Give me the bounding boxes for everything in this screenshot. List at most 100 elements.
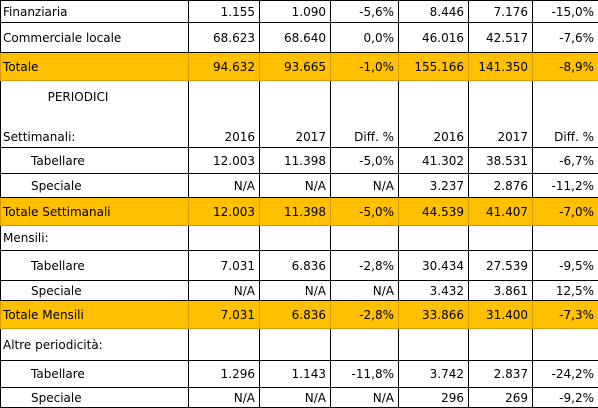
- cell: 3.742: [399, 361, 469, 388]
- row-label: Finanziaria: [1, 1, 189, 23]
- cell: 93.665: [260, 53, 331, 81]
- cell: -2,8%: [331, 251, 399, 281]
- cell: 12.003: [189, 148, 260, 174]
- cell: [260, 329, 331, 361]
- cell: [399, 329, 469, 361]
- cell: N/A: [189, 388, 260, 408]
- cell: -11,2%: [533, 174, 598, 198]
- row-label: Totale: [1, 53, 189, 81]
- cell: 2017: [469, 81, 533, 148]
- table-row: Mensili:: [1, 226, 598, 251]
- cell: 3.432: [399, 281, 469, 301]
- cell: N/A: [189, 174, 260, 198]
- cell: 12,5%: [533, 281, 598, 301]
- cell: -15,0%: [533, 1, 598, 23]
- section-heading: PERIODICI: [3, 90, 153, 104]
- cell: [469, 329, 533, 361]
- cell: 0,0%: [331, 23, 399, 53]
- cell: -7,3%: [533, 301, 598, 329]
- cell: 3.237: [399, 174, 469, 198]
- cell: 38.531: [469, 148, 533, 174]
- cell: 1.143: [260, 361, 331, 388]
- cell: 41.302: [399, 148, 469, 174]
- row-label: Tabellare: [1, 361, 189, 388]
- cell: -8,9%: [533, 53, 598, 81]
- cell: N/A: [189, 281, 260, 301]
- cell: 41.407: [469, 198, 533, 226]
- cell: 8.446: [399, 1, 469, 23]
- cell: 2016: [399, 81, 469, 148]
- cell: [189, 329, 260, 361]
- cell: [260, 226, 331, 251]
- cell: 94.632: [189, 53, 260, 81]
- row-label-text: Settimanali:: [3, 130, 184, 144]
- cell: -5,6%: [331, 1, 399, 23]
- cell: [533, 329, 598, 361]
- row-label: Altre periodicità:: [1, 329, 189, 361]
- cell: N/A: [331, 281, 399, 301]
- cell: -9,5%: [533, 251, 598, 281]
- cell: [189, 226, 260, 251]
- table-row: Altre periodicità:: [1, 329, 598, 361]
- cell: 1.296: [189, 361, 260, 388]
- cell: 155.166: [399, 53, 469, 81]
- cell: 11.398: [260, 198, 331, 226]
- cell: N/A: [331, 174, 399, 198]
- cell: 46.016: [399, 23, 469, 53]
- cell: 68.640: [260, 23, 331, 53]
- row-label: Mensili:: [1, 226, 189, 251]
- cell: 7.031: [189, 251, 260, 281]
- cell: 1.155: [189, 1, 260, 23]
- cell: 7.031: [189, 301, 260, 329]
- cell: 11.398: [260, 148, 331, 174]
- cell: 42.517: [469, 23, 533, 53]
- cell: N/A: [260, 281, 331, 301]
- cell: 44.539: [399, 198, 469, 226]
- cell: 33.866: [399, 301, 469, 329]
- row-label: Tabellare: [1, 251, 189, 281]
- cell: 6.836: [260, 301, 331, 329]
- cell: -24,2%: [533, 361, 598, 388]
- cell: 269: [469, 388, 533, 408]
- cell: -9,2%: [533, 388, 598, 408]
- row-label: PERIODICI Settimanali:: [1, 81, 189, 148]
- row-label: Speciale: [1, 174, 189, 198]
- cell: 7.176: [469, 1, 533, 23]
- cell: N/A: [260, 174, 331, 198]
- cell: 1.090: [260, 1, 331, 23]
- row-label: Tabellare: [1, 148, 189, 174]
- cell: 296: [399, 388, 469, 408]
- cell: [331, 226, 399, 251]
- cell: 6.836: [260, 251, 331, 281]
- cell: -2,8%: [331, 301, 399, 329]
- cell: 2.837: [469, 361, 533, 388]
- cell: Diff. %: [331, 81, 399, 148]
- row-label: Speciale: [1, 388, 189, 408]
- cell: -1,0%: [331, 53, 399, 81]
- cell: 3.861: [469, 281, 533, 301]
- cell: [533, 226, 598, 251]
- cell: 141.350: [469, 53, 533, 81]
- row-label: Commerciale locale: [1, 23, 189, 53]
- row-label: Speciale: [1, 281, 189, 301]
- cell: Diff. %: [533, 81, 598, 148]
- cell: -5,0%: [331, 148, 399, 174]
- cell: 2.876: [469, 174, 533, 198]
- cell: 12.003: [189, 198, 260, 226]
- cell: 30.434: [399, 251, 469, 281]
- cell: 2016: [189, 81, 260, 148]
- cell: -11,8%: [331, 361, 399, 388]
